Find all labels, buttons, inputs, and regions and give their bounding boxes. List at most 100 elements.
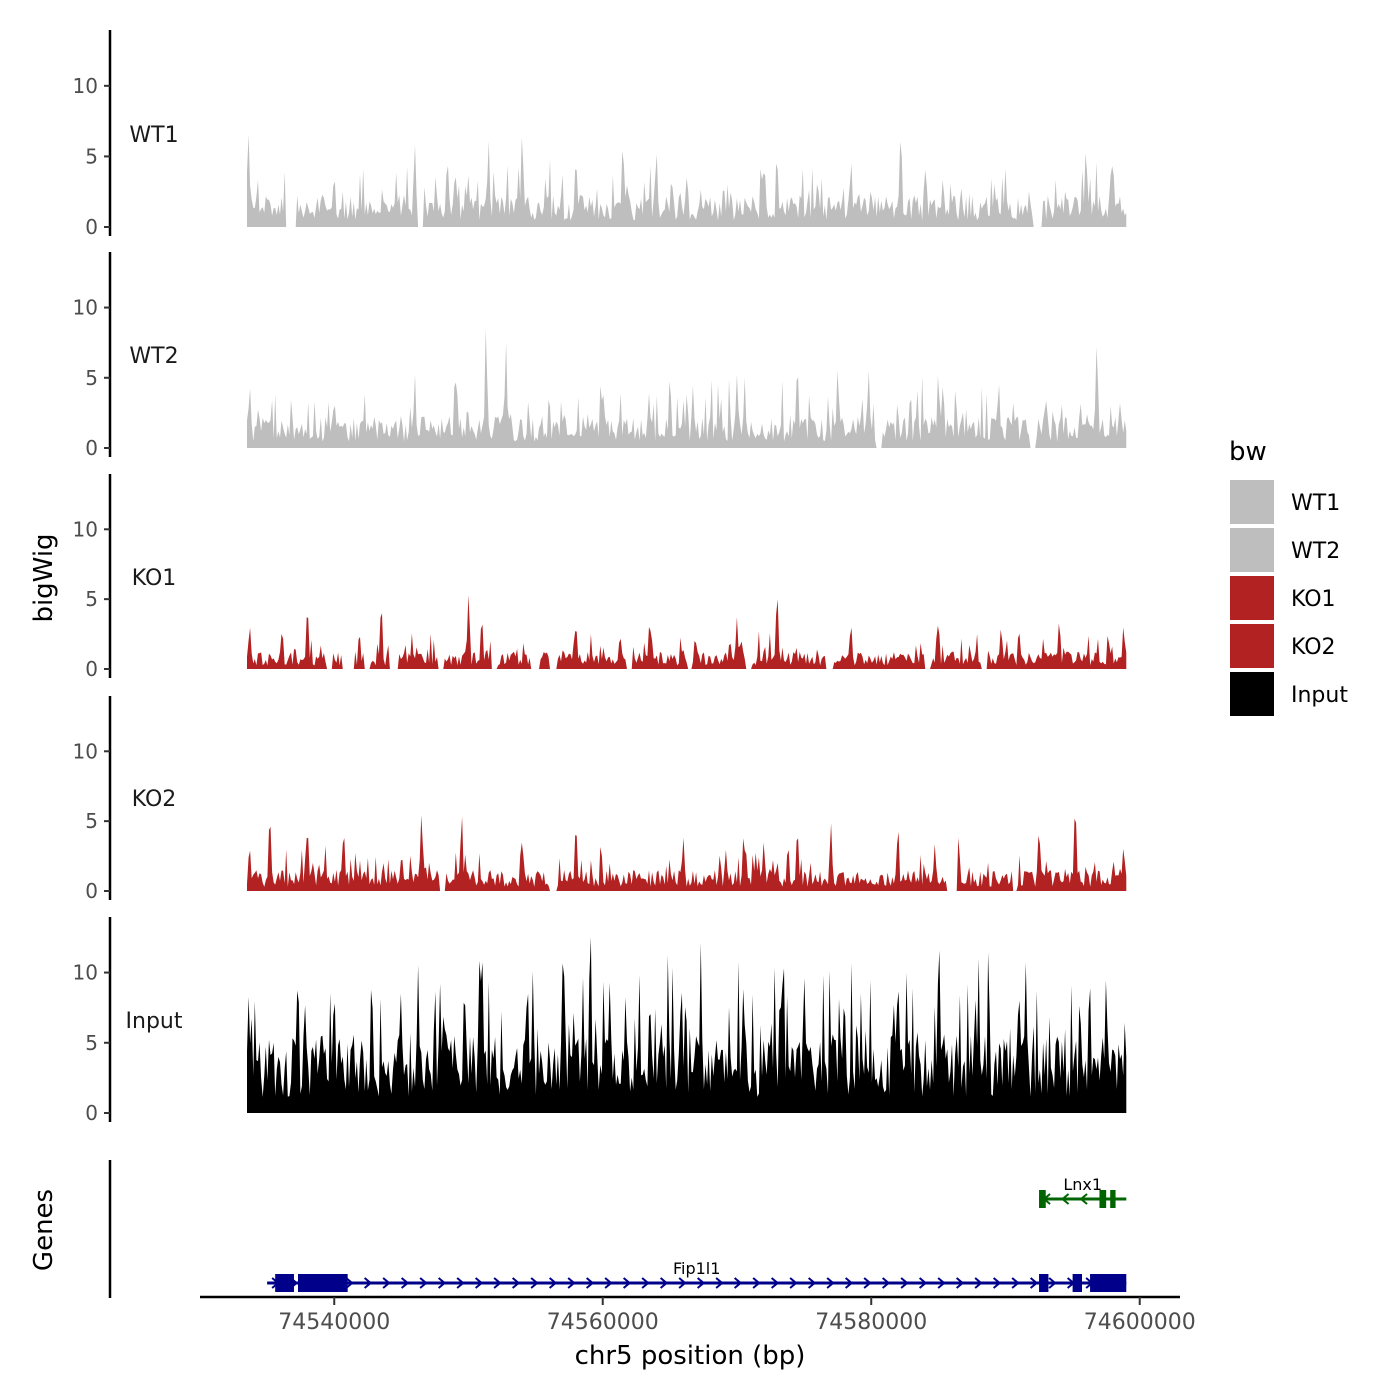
x-tick-label: 74600000 bbox=[1084, 1310, 1196, 1335]
legend-label: KO1 bbox=[1291, 587, 1336, 612]
y-axis-title: bigWig bbox=[29, 533, 59, 622]
strand-arrow bbox=[826, 1277, 835, 1289]
coverage-area-ko2 bbox=[247, 815, 1127, 891]
legend-entries: WT1 WT2 KO1 KO2 Input bbox=[1230, 480, 1348, 716]
strand-arrow bbox=[604, 1277, 613, 1289]
y-tick-label: 10 bbox=[73, 739, 98, 763]
y-tick-label: 0 bbox=[85, 879, 98, 903]
gene-label-fip1l1: Fip1l1 bbox=[673, 1259, 720, 1278]
legend-item-wt2: WT2 bbox=[1230, 528, 1340, 572]
x-axis-title: chr5 position (bp) bbox=[575, 1341, 806, 1371]
y-tick-label: 5 bbox=[85, 587, 98, 611]
strand-arrow bbox=[659, 1277, 669, 1289]
gene-exon bbox=[1090, 1274, 1127, 1292]
legend: bw WT1 WT2 KO1 KO2 Input bbox=[1229, 437, 1348, 716]
strand-arrow bbox=[789, 1277, 798, 1289]
coverage-area-input bbox=[247, 937, 1127, 1113]
strand-arrow bbox=[474, 1277, 484, 1289]
legend-swatch bbox=[1230, 528, 1274, 572]
strand-arrow bbox=[1029, 1277, 1039, 1289]
x-tick-label: 74580000 bbox=[815, 1310, 927, 1335]
gene-exon bbox=[1039, 1274, 1049, 1292]
legend-label: Input bbox=[1291, 683, 1348, 708]
strand-arrow bbox=[807, 1277, 817, 1289]
y-tick-label: 10 bbox=[73, 961, 98, 985]
genes-panel-title: Genes bbox=[29, 1189, 59, 1271]
strand-arrow bbox=[955, 1277, 965, 1289]
coverage-tracks: 0 5 10 WT1 0 5 10 WT2 0 5 10 KO1 0 5 10 KO2 0 5 10 Input bbox=[73, 30, 1127, 1125]
y-tick-label: 0 bbox=[85, 215, 98, 239]
strand-arrow bbox=[622, 1277, 632, 1289]
gene-fip1l1: Fip1l1 bbox=[267, 1259, 1127, 1292]
gene-exon bbox=[1099, 1190, 1107, 1208]
strand-arrow bbox=[511, 1277, 521, 1289]
legend-item-ko1: KO1 bbox=[1230, 576, 1336, 620]
x-axis: 74540000 74560000 74580000 74600000 bbox=[200, 1295, 1196, 1335]
strand-arrow bbox=[437, 1277, 447, 1289]
strand-arrow bbox=[585, 1277, 595, 1289]
coverage-area-wt2 bbox=[247, 328, 1127, 448]
strand-arrow bbox=[363, 1277, 373, 1289]
legend-label: KO2 bbox=[1291, 635, 1336, 660]
y-tick-label: 5 bbox=[85, 144, 98, 168]
strand-arrow bbox=[770, 1277, 780, 1289]
y-tick-label: 0 bbox=[85, 1101, 98, 1125]
strand-arrow bbox=[548, 1277, 558, 1289]
track-input: 0 5 10 Input bbox=[73, 917, 1127, 1125]
track-ko1: 0 5 10 KO1 bbox=[73, 474, 1127, 681]
legend-label: WT1 bbox=[1291, 491, 1340, 516]
gene-lnx1: Lnx1 bbox=[1039, 1175, 1127, 1208]
gene-exon bbox=[1072, 1274, 1082, 1292]
track-ko2: 0 5 10 KO2 bbox=[73, 696, 1127, 903]
legend-swatch bbox=[1230, 624, 1274, 668]
y-tick-label: 5 bbox=[85, 366, 98, 390]
y-tick-label: 0 bbox=[85, 657, 98, 681]
strand-arrow bbox=[863, 1277, 872, 1289]
strand-arrow bbox=[1011, 1277, 1020, 1289]
legend-swatch bbox=[1230, 480, 1274, 524]
strand-arrow bbox=[400, 1277, 410, 1289]
strand-arrow bbox=[937, 1277, 946, 1289]
strand-arrow bbox=[456, 1277, 465, 1289]
strand-arrow bbox=[974, 1277, 983, 1289]
track-wt2: 0 5 10 WT2 bbox=[73, 252, 1127, 460]
strand-arrow bbox=[1060, 1193, 1070, 1205]
strand-arrow bbox=[992, 1277, 1002, 1289]
strand-arrow bbox=[733, 1277, 743, 1289]
x-tick-label: 74540000 bbox=[278, 1310, 390, 1335]
track-label-input: Input bbox=[126, 1009, 183, 1034]
y-tick-label: 10 bbox=[73, 296, 98, 320]
gene-label-lnx1: Lnx1 bbox=[1063, 1175, 1102, 1194]
strand-arrow bbox=[918, 1277, 928, 1289]
legend-title: bw bbox=[1229, 437, 1267, 467]
gene-exon bbox=[275, 1274, 294, 1292]
legend-item-wt1: WT1 bbox=[1230, 480, 1340, 524]
strand-arrow bbox=[900, 1277, 909, 1289]
gene-exon bbox=[1110, 1190, 1116, 1208]
strand-arrow bbox=[881, 1277, 891, 1289]
strand-arrow bbox=[752, 1277, 761, 1289]
track-label-ko2: KO2 bbox=[132, 787, 177, 812]
strand-arrow bbox=[345, 1277, 354, 1289]
coverage-area-wt1 bbox=[247, 134, 1127, 227]
track-label-wt2: WT2 bbox=[129, 344, 178, 369]
strand-arrow bbox=[696, 1277, 706, 1289]
legend-swatch bbox=[1230, 672, 1274, 716]
strand-arrow bbox=[715, 1277, 724, 1289]
legend-item-ko2: KO2 bbox=[1230, 624, 1336, 668]
legend-swatch bbox=[1230, 576, 1274, 620]
x-tick-label: 74560000 bbox=[547, 1310, 659, 1335]
track-label-ko1: KO1 bbox=[132, 566, 177, 591]
y-tick-label: 5 bbox=[85, 1031, 98, 1055]
y-tick-label: 10 bbox=[73, 517, 98, 541]
legend-label: WT2 bbox=[1291, 539, 1340, 564]
strand-arrow bbox=[1079, 1193, 1088, 1205]
track-wt1: 0 5 10 WT1 bbox=[73, 30, 1127, 239]
gene-exon bbox=[1039, 1190, 1046, 1208]
legend-item-input: Input bbox=[1230, 672, 1348, 716]
strand-arrow bbox=[844, 1277, 854, 1289]
strand-arrow bbox=[419, 1277, 428, 1289]
strand-arrow bbox=[1048, 1277, 1057, 1289]
strand-arrow bbox=[678, 1277, 687, 1289]
